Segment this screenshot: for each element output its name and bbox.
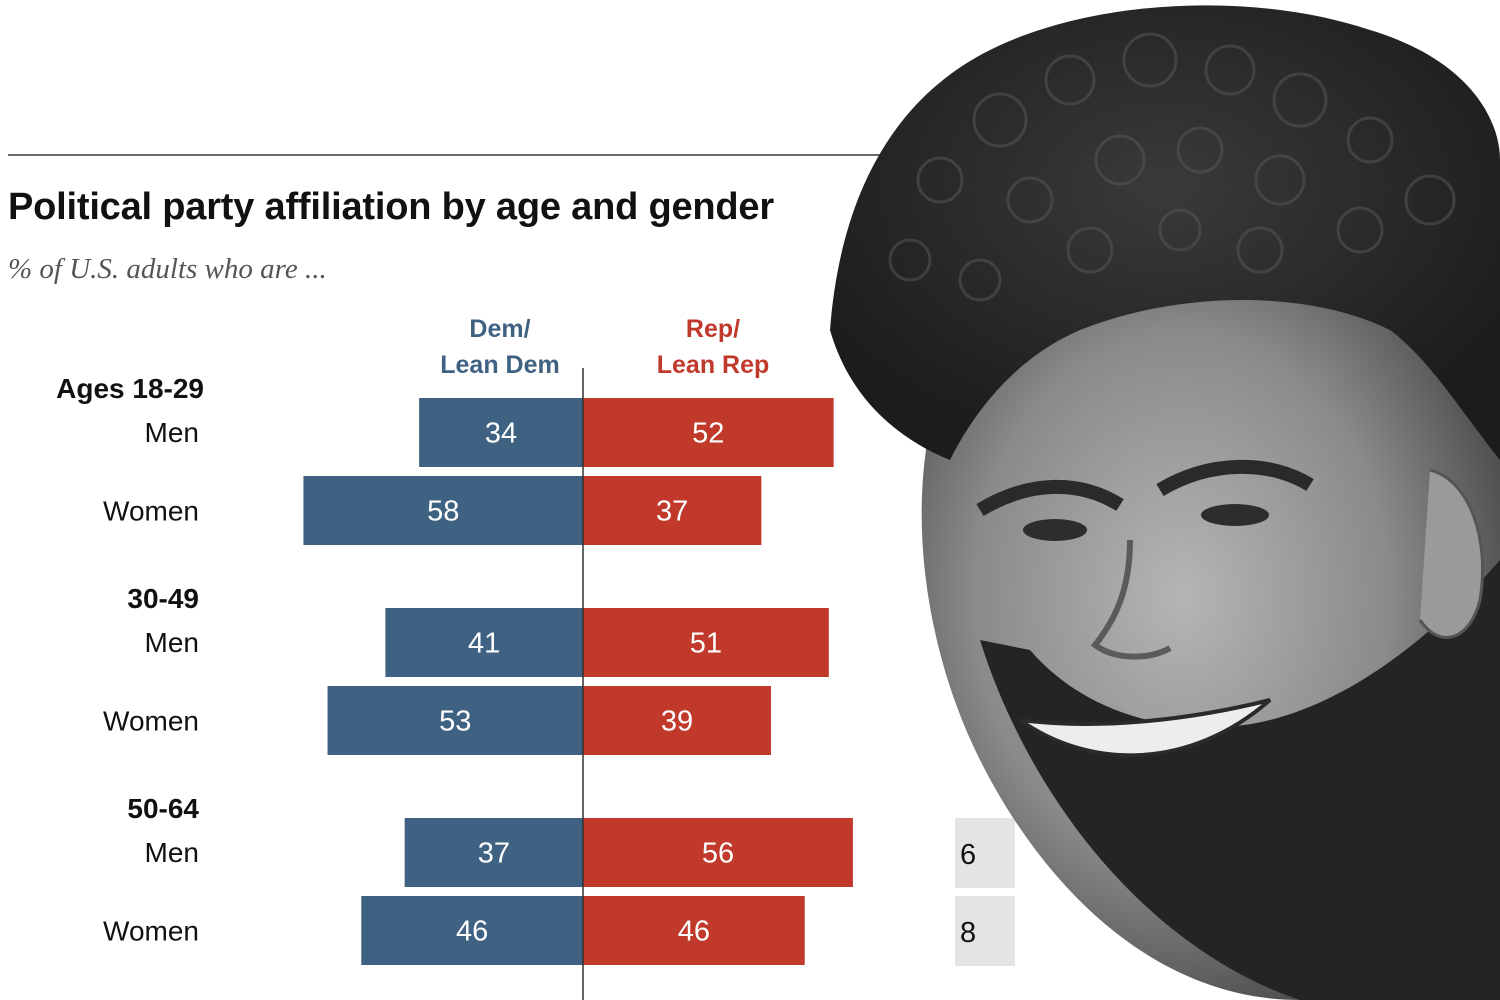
dem-bar <box>327 686 583 755</box>
chart-marks: Ages 18-29 Men 34 52 Women 58 37 30-49 Men 41 51 Wo… <box>56 373 853 965</box>
hair-shape <box>830 5 1500 460</box>
eye-right <box>1201 504 1269 526</box>
rep-bar-value: 37 <box>656 496 688 528</box>
chart-title: Political party affiliation by age and g… <box>8 186 774 228</box>
dem-bar <box>385 608 583 677</box>
row-label: Men <box>145 417 199 448</box>
group-label: 50-64 <box>127 793 199 824</box>
rep-bar <box>583 608 829 677</box>
rep-bar-value: 51 <box>690 628 722 660</box>
eyebrow-right <box>1156 459 1314 497</box>
dem-bar <box>419 398 583 467</box>
portrait-photo <box>830 5 1500 1000</box>
rep-bar-value: 39 <box>661 706 693 738</box>
row-label: Women <box>103 916 199 947</box>
dem-header-line-2: Lean Dem <box>440 351 559 379</box>
dem-bar <box>361 896 583 965</box>
rep-bar <box>583 686 771 755</box>
eye-left <box>1023 519 1087 541</box>
nose <box>1090 539 1172 660</box>
side-box <box>955 818 1015 888</box>
dem-bar-value: 37 <box>478 838 510 870</box>
side-value: 8 <box>960 917 976 949</box>
group-label: 30-49 <box>127 583 199 614</box>
rep-bar <box>583 398 834 467</box>
dem-bar-value: 41 <box>468 628 500 660</box>
ear <box>1418 468 1485 639</box>
row-label: Women <box>103 706 199 737</box>
dem-bar-value: 34 <box>485 418 517 450</box>
column-headers: Dem/ Lean Dem Rep/ Lean Rep <box>440 315 769 379</box>
dem-bar <box>303 476 583 545</box>
rep-bar-value: 46 <box>678 916 710 948</box>
dem-bar-value: 58 <box>427 496 459 528</box>
row-label: Men <box>145 837 199 868</box>
dem-bar-value: 46 <box>456 916 488 948</box>
beard-shape <box>980 560 1500 1000</box>
smile <box>1018 698 1272 758</box>
hair-curls <box>888 32 1456 302</box>
side-column: 6 8 <box>955 818 1015 966</box>
row-label: Women <box>103 496 199 527</box>
top-rule <box>8 154 888 156</box>
row-label: Men <box>145 627 199 658</box>
rep-bar-value: 56 <box>702 838 734 870</box>
dem-header-line-1: Dem/ <box>469 315 530 343</box>
group-label: Ages 18-29 <box>56 373 204 404</box>
side-box <box>955 896 1015 966</box>
rep-bar <box>583 818 853 887</box>
dem-bar-value: 53 <box>439 706 471 738</box>
rep-bar <box>583 896 805 965</box>
rep-header-line-1: Rep/ <box>686 315 740 343</box>
side-value: 6 <box>960 839 976 871</box>
chart-subtitle: % of U.S. adults who are ... <box>8 253 327 285</box>
rep-bar-value: 52 <box>692 418 724 450</box>
eyebrow-left <box>976 479 1124 517</box>
rep-bar <box>583 476 762 545</box>
dem-bar <box>404 818 583 887</box>
rep-header-line-2: Lean Rep <box>657 351 770 379</box>
